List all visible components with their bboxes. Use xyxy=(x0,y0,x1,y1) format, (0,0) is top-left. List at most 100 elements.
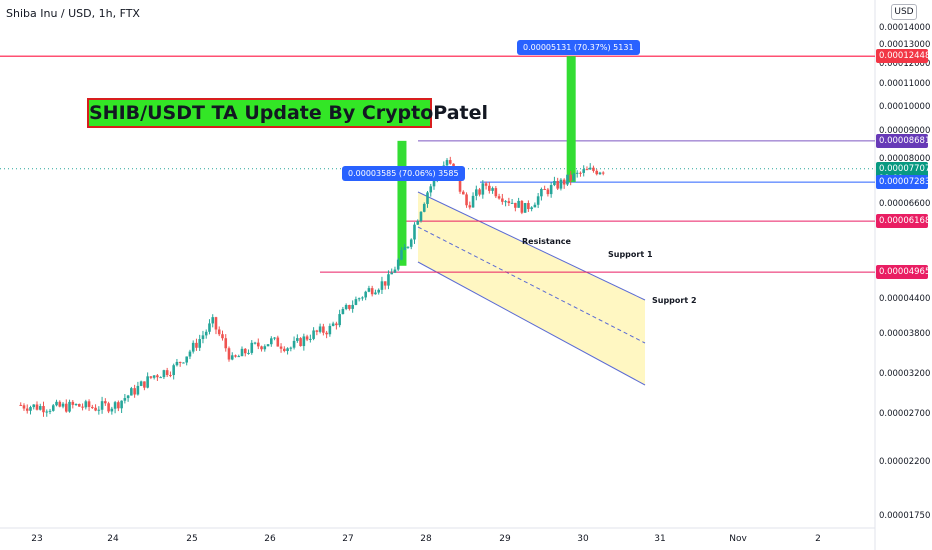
candle-body xyxy=(25,408,29,411)
x-tick-label: 2 xyxy=(815,534,821,544)
candle-body xyxy=(533,204,537,208)
candle-body xyxy=(370,288,374,295)
candle-body xyxy=(143,381,146,388)
candle-body xyxy=(253,342,257,344)
price-tag-value: 0.00006168 xyxy=(879,216,931,227)
candle-body xyxy=(315,330,319,332)
candle-body xyxy=(234,355,237,357)
candle-body xyxy=(283,348,286,352)
candle-body xyxy=(87,401,91,407)
candle-body xyxy=(139,381,143,386)
currency-button[interactable]: USD xyxy=(891,4,917,20)
candle-body xyxy=(491,188,494,191)
candle-body xyxy=(527,203,530,210)
candle-body xyxy=(19,404,23,406)
candle-body xyxy=(396,259,400,270)
candle-body xyxy=(461,191,465,195)
candle-body xyxy=(123,398,127,401)
resistance-label: Resistance xyxy=(522,237,571,246)
candle-body xyxy=(61,403,65,407)
candle-body xyxy=(45,411,49,413)
candle-body xyxy=(214,317,218,330)
candle-body xyxy=(400,250,403,260)
candle-body xyxy=(429,186,433,193)
candle-body xyxy=(58,401,62,407)
candle-body xyxy=(507,201,511,204)
candle-body xyxy=(198,339,202,348)
price-tag-value: 0.00004965 xyxy=(879,267,931,278)
candle-body xyxy=(64,403,68,412)
candle-body xyxy=(289,347,293,349)
candle-body xyxy=(51,405,55,411)
candle-body xyxy=(478,189,481,195)
x-tick-label: 25 xyxy=(186,534,198,544)
support2-label: Support 2 xyxy=(652,296,697,305)
candle-body xyxy=(120,400,123,409)
x-tick-label: 26 xyxy=(264,534,276,544)
candle-body xyxy=(94,407,97,411)
candle-body xyxy=(448,160,452,164)
candle-body xyxy=(595,170,599,175)
candle-body xyxy=(383,281,387,286)
candle-body xyxy=(530,207,533,210)
candle-body xyxy=(582,169,585,173)
y-tick-label: 0.00012000 xyxy=(879,58,931,69)
y-tick-label: 0.00013000 xyxy=(879,40,931,50)
candle-body xyxy=(35,404,39,410)
candle-body xyxy=(237,356,241,358)
candle-body xyxy=(517,200,520,208)
candle-body xyxy=(260,346,263,350)
candle-body xyxy=(263,346,267,350)
candle-body xyxy=(471,195,475,208)
y-tick-label: 0.00009000 xyxy=(879,126,931,137)
candle-body xyxy=(465,194,468,206)
candle-body xyxy=(540,188,543,197)
candle-body xyxy=(243,348,247,354)
candle-body xyxy=(195,342,198,348)
candle-body xyxy=(543,188,546,190)
candle-body xyxy=(165,370,169,376)
candle-body xyxy=(149,376,153,378)
candle-body xyxy=(305,336,309,340)
candle-body xyxy=(299,338,302,347)
candle-body xyxy=(48,410,52,412)
candle-body xyxy=(110,408,114,412)
candle-body xyxy=(130,388,133,396)
y-tick-label: 0.00006600 xyxy=(879,199,931,210)
measure-bar-1 xyxy=(397,140,407,266)
candle-body xyxy=(566,174,569,185)
candle-body xyxy=(117,402,120,409)
candle-body xyxy=(270,338,273,345)
candle-body xyxy=(484,183,488,186)
candle-body xyxy=(312,330,315,339)
candle-body xyxy=(588,167,592,170)
candle-body xyxy=(338,314,341,326)
candle-body xyxy=(107,403,110,412)
candle-body xyxy=(84,401,88,408)
candle-body xyxy=(409,239,413,247)
y-tick-label: 0.00001750 xyxy=(879,511,931,521)
y-tick-label: 0.00008000 xyxy=(879,154,931,165)
candle-body xyxy=(556,180,559,189)
channel-lower-line xyxy=(417,261,646,386)
candle-body xyxy=(559,179,563,189)
candle-body xyxy=(221,334,224,339)
candle-body xyxy=(211,317,215,324)
support1-label: Support 1 xyxy=(608,250,653,259)
candle-body xyxy=(208,323,211,332)
candle-body xyxy=(126,395,130,399)
candle-body xyxy=(273,337,276,339)
candle-body xyxy=(309,338,312,340)
x-tick-label: 27 xyxy=(342,534,354,544)
candle-body xyxy=(162,370,166,378)
candle-body xyxy=(204,331,208,336)
candle-body xyxy=(256,342,260,347)
candle-body xyxy=(553,180,556,186)
candle-body xyxy=(393,269,397,273)
candle-body xyxy=(523,203,527,213)
price-tag: 0.00004965 xyxy=(876,265,931,280)
candle-body xyxy=(292,340,296,348)
candle-body xyxy=(71,401,75,405)
candle-body xyxy=(335,323,338,326)
